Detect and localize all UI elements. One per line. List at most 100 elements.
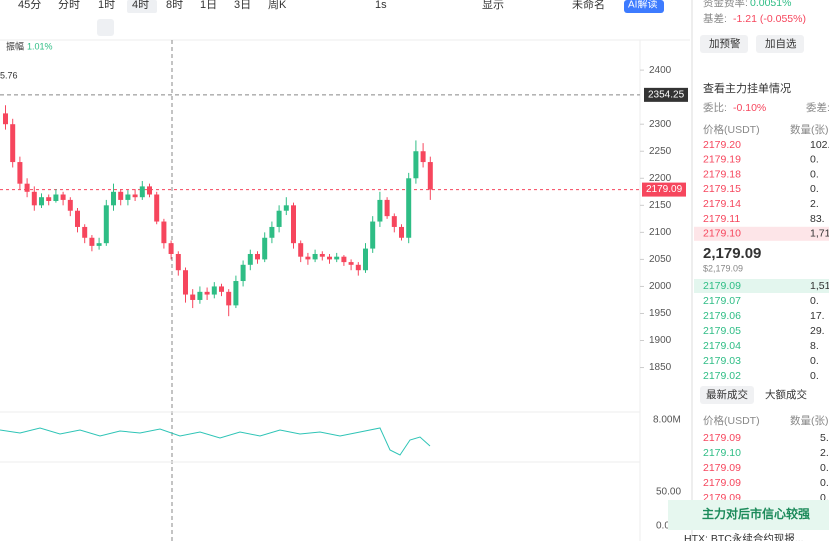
candle-body	[305, 256, 311, 260]
interval[interactable]: 分时	[58, 0, 80, 11]
candle-body	[67, 199, 73, 211]
candle-body	[147, 186, 152, 195]
button[interactable]: 加预警	[709, 37, 741, 50]
macd-axis-label: 0.0	[656, 521, 670, 532]
y-tick-label: 2100	[649, 227, 672, 238]
candle-body	[355, 264, 361, 271]
crosshair-price: 2354.25	[648, 90, 685, 101]
candle-body	[175, 253, 181, 271]
y-tick-label: 1850	[649, 362, 672, 373]
crosshair-box	[644, 87, 688, 102]
bid-price: 2179.05	[703, 325, 741, 337]
volume-axis-label: 8.00M	[653, 415, 681, 426]
candle-body	[420, 151, 426, 163]
y-tick-label: 2300	[649, 119, 672, 130]
y-tick-label: 2400	[649, 65, 672, 76]
basis-label: 基差:	[703, 12, 727, 25]
candle-body	[60, 194, 66, 200]
y-tick-label: 2250	[649, 146, 672, 157]
bid-price: 2179.06	[703, 310, 741, 322]
candle-body	[377, 199, 383, 222]
bid-qty: 0.	[810, 295, 819, 307]
tab[interactable]: 最新成交	[706, 388, 748, 401]
display[interactable]: 显示	[482, 0, 504, 11]
trade-qty: 5.	[820, 432, 829, 444]
trade-qty: 0.	[820, 462, 829, 474]
candle-body	[161, 221, 167, 244]
y-tick-label: 2050	[649, 254, 672, 265]
last-usd: $2,179.09	[703, 263, 743, 273]
candle-body	[219, 286, 224, 292]
interval[interactable]: 4时	[132, 0, 149, 11]
candle-body	[53, 194, 59, 201]
ask-qty: 0.	[810, 183, 819, 195]
interval[interactable]: 1日	[200, 0, 217, 11]
candle-body	[226, 291, 232, 306]
candle-body	[103, 205, 109, 244]
interval[interactable]: 8时	[166, 0, 183, 11]
ask-highlight	[694, 226, 829, 241]
candle-body	[111, 191, 116, 206]
interval[interactable]: 周K	[268, 0, 287, 11]
candle-body	[348, 262, 354, 265]
y-tick-label: 2000	[649, 281, 672, 292]
bid-price: 2179.02	[703, 370, 741, 382]
candle-body	[10, 124, 16, 163]
candle-body	[319, 253, 325, 257]
interval[interactable]: 45分	[18, 0, 41, 11]
ask-price: 2179.18	[703, 168, 741, 180]
y-tick-label: 1950	[649, 308, 672, 319]
candle-body	[427, 162, 433, 190]
trade-price: 2179.09	[703, 462, 741, 474]
filter-bg	[97, 19, 114, 36]
bid-qty: 1,518	[810, 280, 829, 292]
y-tick-label: 2150	[649, 200, 672, 211]
trade-price: 2179.09	[703, 477, 741, 489]
speed[interactable]: 1s	[375, 0, 387, 11]
ask-qty: 1,712	[810, 228, 829, 240]
last: 2,179.09	[703, 245, 761, 262]
button-bg	[700, 35, 748, 53]
news[interactable]: HTX: BTC永续合约现报...	[684, 532, 804, 541]
header: 数量(张)	[790, 414, 829, 427]
candle-body	[132, 194, 138, 198]
ask-qty: 0.	[810, 154, 819, 166]
tab[interactable]: 大额成交	[765, 388, 807, 401]
ai-button[interactable]: AI解读	[628, 0, 657, 11]
candle-body	[341, 256, 347, 263]
candle-body	[190, 294, 196, 300]
candle-body	[31, 191, 37, 206]
button[interactable]: 加自选	[765, 37, 797, 50]
candle-body	[89, 237, 95, 246]
candle-body	[240, 264, 246, 282]
macd-axis-label: 50.00	[656, 487, 681, 498]
candle-body	[154, 194, 160, 222]
ask-price: 2179.19	[703, 154, 741, 166]
candle-body	[24, 183, 30, 192]
diff-label: 委差:	[806, 101, 829, 114]
ai-bg	[624, 0, 664, 13]
trade-price: 2179.10	[703, 447, 741, 459]
trade-qty: 0.	[820, 492, 829, 504]
candle-body	[255, 253, 260, 260]
header: 价格(USDT)	[703, 123, 760, 136]
last-price-box	[642, 182, 686, 197]
bid-qty: 0.	[810, 355, 819, 367]
interval[interactable]: 3日	[234, 0, 251, 11]
candle-body	[233, 281, 239, 306]
candle-body	[276, 210, 282, 227]
ask-qty: 2.	[810, 198, 819, 210]
candle-body	[384, 199, 390, 217]
basis-value: -1.21 (-0.055%)	[733, 13, 806, 25]
button-bg	[756, 35, 804, 53]
header: 价格(USDT)	[703, 414, 760, 427]
interval[interactable]: 1时	[98, 0, 115, 11]
depth-link[interactable]: 查看主力挂单情况	[703, 81, 791, 95]
amplitude-label: 振幅	[6, 40, 24, 51]
funding-label: 资金费率:	[703, 0, 748, 9]
banner[interactable]: 主力对后市信心较强	[702, 506, 810, 521]
ask-qty: 0.	[810, 168, 819, 180]
bid-qty: 8.	[810, 340, 819, 352]
layout-name[interactable]: 未命名	[572, 0, 605, 11]
